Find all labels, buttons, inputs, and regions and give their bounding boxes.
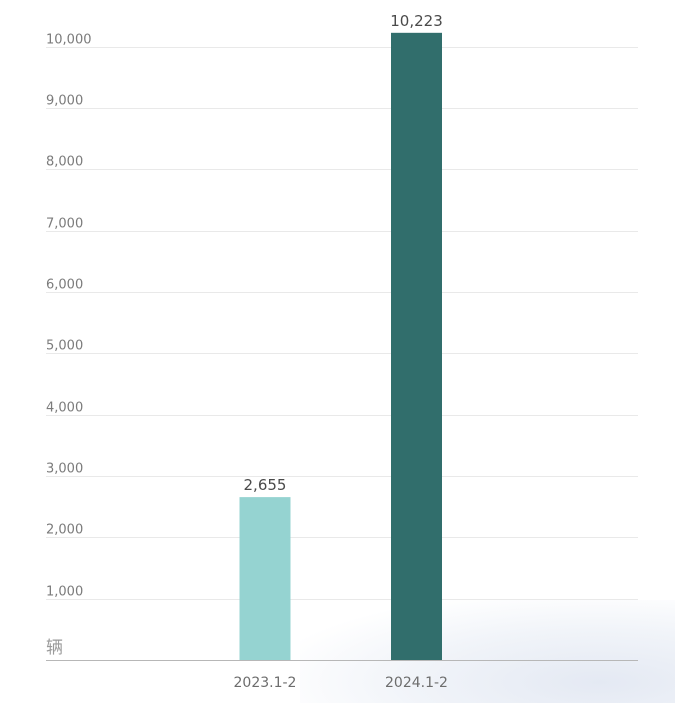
y-tick-label: 8,000 — [46, 155, 83, 170]
y-tick-label: 6,000 — [46, 278, 83, 293]
bars: 2,655 10,223 — [239, 12, 443, 660]
y-tick-label: 5,000 — [46, 339, 83, 354]
data-label: 2,655 — [244, 476, 287, 494]
x-axis: 2023.1-2 2024.1-2 — [46, 660, 638, 691]
bar-2024.1-2 — [391, 32, 442, 660]
y-tick-label: 9,000 — [46, 94, 83, 109]
y-tick-label: 3,000 — [46, 462, 83, 477]
gridlines — [46, 47, 638, 600]
y-tick-label: 2,000 — [46, 523, 83, 538]
y-tick-label: 7,000 — [46, 217, 83, 232]
y-tick-label: 4,000 — [46, 401, 83, 416]
y-tick-label: 1,000 — [46, 585, 83, 600]
background-glow — [300, 600, 675, 703]
x-tick-label: 2024.1-2 — [385, 675, 448, 691]
y-tick-label: 10,000 — [46, 33, 92, 48]
x-tick-label: 2023.1-2 — [234, 675, 297, 691]
y-axis: 1,000 2,000 3,000 4,000 5,000 6,000 7,000 8,000… — [46, 33, 92, 600]
bar-2023.1-2 — [239, 497, 291, 660]
unit-label: 辆 — [46, 638, 63, 658]
data-label: 10,223 — [390, 12, 443, 30]
